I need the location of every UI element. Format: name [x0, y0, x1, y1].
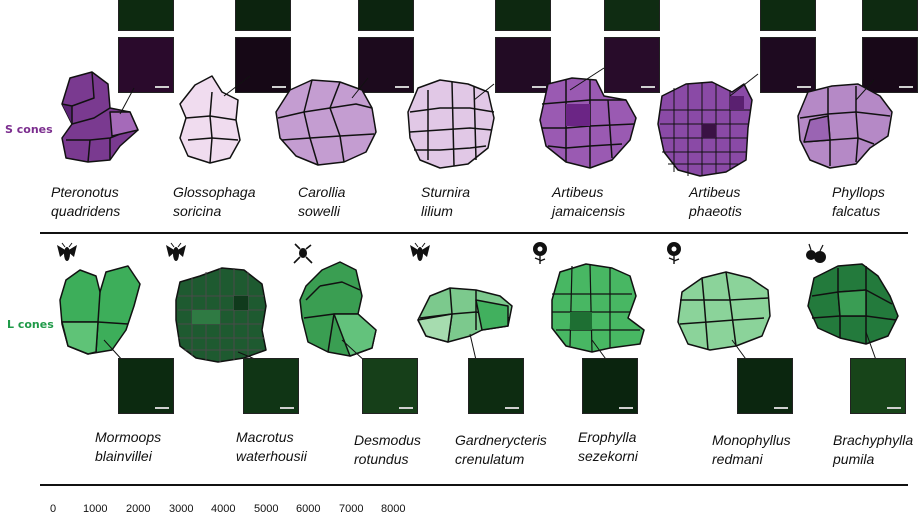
l-cones-label: L cones	[7, 318, 54, 331]
species-name: Artibeus jamaicensis	[552, 184, 626, 219]
micrograph-magenta	[760, 37, 816, 93]
species-name: Gardnerycteris crenulatum	[455, 432, 547, 467]
scale-tick: 6000	[296, 503, 321, 515]
micrograph-green	[850, 358, 906, 414]
micrograph-green-top	[358, 0, 414, 31]
flower-icon	[667, 242, 681, 264]
micrograph-magenta	[235, 37, 291, 93]
micrograph-magenta	[862, 37, 918, 93]
micrograph-magenta	[604, 37, 660, 93]
species-name: Monophyllus redmani	[712, 432, 791, 467]
scale-tick: 1000	[83, 503, 108, 515]
scale-tick: 0	[50, 503, 57, 515]
species-name: Pteronotus quadridens	[51, 184, 121, 219]
micrograph-green-top	[604, 0, 660, 31]
fruit-icon	[806, 243, 826, 263]
species-name: Phyllops falcatus	[832, 184, 885, 219]
scale-tick: 2000	[126, 503, 151, 515]
frog-icon	[293, 243, 313, 264]
species-name: Mormoops blainvillei	[95, 429, 162, 464]
flower-icon	[533, 242, 547, 264]
micrograph-green	[362, 358, 418, 414]
scale-tick: 5000	[254, 503, 279, 515]
insect-icon	[57, 242, 77, 261]
micrograph-magenta	[118, 37, 174, 93]
species-name: Erophylla sezekorni	[578, 429, 638, 464]
row-divider	[40, 484, 908, 486]
micrograph-green	[468, 358, 524, 414]
micrograph-green-top	[118, 0, 174, 31]
insect-icon	[410, 242, 430, 261]
species-name: Sturnira lilium	[421, 184, 471, 219]
scale-tick: 4000	[211, 503, 236, 515]
micrograph-green-top	[760, 0, 816, 31]
species-name: Artibeus phaeotis	[689, 184, 742, 219]
insect-icon	[166, 242, 186, 261]
micrograph-green	[737, 358, 793, 414]
species-name: Carollia sowelli	[298, 184, 346, 219]
micrograph-green	[582, 358, 638, 414]
micrograph-green-top	[862, 0, 918, 31]
micrograph-green-top	[495, 0, 551, 31]
s-cones-label: S cones	[5, 123, 53, 136]
micrograph-green-top	[235, 0, 291, 31]
species-name: Glossophaga soricina	[173, 184, 256, 219]
micrograph-magenta	[358, 37, 414, 93]
micrograph-magenta	[495, 37, 551, 93]
species-name: Desmodus rotundus	[354, 432, 421, 467]
micrograph-green	[118, 358, 174, 414]
species-name: Macrotus waterhousii	[236, 429, 307, 464]
species-name: Brachyphylla pumila	[833, 432, 914, 467]
micrograph-green	[243, 358, 299, 414]
row-divider	[40, 232, 908, 234]
scale-tick: 3000	[169, 503, 194, 515]
scale-tick: 7000	[339, 503, 364, 515]
scale-tick: 8000	[381, 503, 406, 515]
